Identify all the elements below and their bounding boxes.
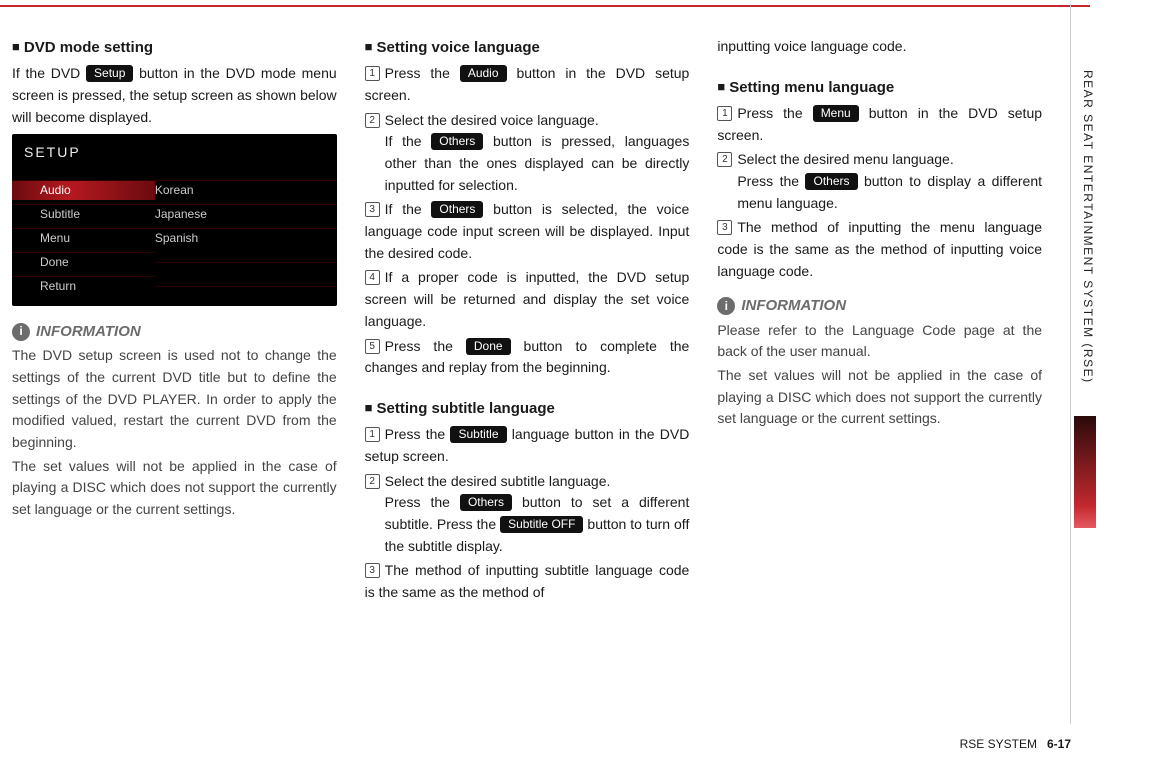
screenshot-row-left: Audio	[12, 180, 155, 200]
screenshot-row-left: Return	[12, 276, 155, 296]
setup-button-pill: Setup	[86, 65, 133, 82]
screenshot-row-right: Japanese	[155, 204, 337, 224]
menu-button-pill: Menu	[813, 105, 859, 122]
others-button-pill-4: Others	[805, 173, 857, 190]
information-p4: The set values will not be applied in th…	[717, 365, 1042, 430]
screenshot-row-right	[155, 286, 337, 287]
page-footer: RSE SYSTEM 6-17	[960, 737, 1071, 751]
others-button-pill: Others	[431, 133, 483, 150]
screenshot-row-left: Subtitle	[12, 204, 155, 224]
sub-step-2: 2Select the desired subtitle language.	[365, 471, 690, 493]
screenshot-row-left: Done	[12, 252, 155, 272]
voice-step-1: 1Press the Audio button in the DVD setup…	[365, 63, 690, 106]
voice-step-2: 2Select the desired voice language.	[365, 110, 690, 132]
menu-step-2: 2Select the desired menu language.	[717, 149, 1042, 171]
sub-step-3-cont: inputting voice language code.	[717, 36, 1042, 58]
info-icon: i	[717, 297, 735, 315]
column-1: ■DVD mode setting If the DVD Setup butto…	[12, 36, 337, 604]
screenshot-row: AudioKorean	[12, 178, 337, 202]
information-heading-1: i INFORMATION	[12, 320, 337, 343]
screenshot-row: SubtitleJapanese	[12, 202, 337, 226]
heading-menu-lang: ■Setting menu language	[717, 76, 1042, 99]
manual-page: REAR SEAT ENTERTAINMENT SYSTEM (RSE) ■DV…	[0, 0, 1151, 763]
column-2: ■Setting voice language 1Press the Audio…	[365, 36, 690, 604]
menu-step-2-detail: Press the Others button to display a dif…	[717, 171, 1042, 214]
sub-step-3: 3The method of inputting subtitle langua…	[365, 560, 690, 603]
para-dvd-mode: If the DVD Setup button in the DVD mode …	[12, 63, 337, 128]
voice-step-2-detail: If the Others button is pressed, languag…	[365, 131, 690, 196]
column-3: inputting voice language code. ■Setting …	[717, 36, 1042, 604]
side-tab-marker	[1074, 416, 1096, 528]
subtitle-off-pill: Subtitle OFF	[500, 516, 583, 533]
voice-step-3: 3If the Others button is selected, the v…	[365, 199, 690, 264]
screenshot-row: Return	[12, 274, 337, 298]
vertical-rule	[1070, 4, 1071, 724]
setup-screenshot: SETUP AudioKoreanSubtitleJapaneseMenuSpa…	[12, 134, 337, 306]
footer-page: 6-17	[1047, 737, 1071, 751]
screenshot-row-right	[155, 262, 337, 263]
sub-step-1: 1Press the Subtitle language button in t…	[365, 424, 690, 467]
heading-text: DVD mode setting	[24, 39, 153, 56]
information-p1: The DVD setup screen is used not to chan…	[12, 345, 337, 453]
columns: ■DVD mode setting If the DVD Setup butto…	[12, 36, 1042, 604]
others-button-pill-2: Others	[431, 201, 483, 218]
screenshot-row: Done	[12, 250, 337, 274]
top-accent-bar	[0, 5, 1090, 7]
footer-section: RSE SYSTEM	[960, 737, 1037, 751]
sub-step-2-detail: Press the Others button to set a differe…	[365, 492, 690, 557]
done-button-pill: Done	[466, 338, 511, 355]
information-p2: The set values will not be applied in th…	[12, 456, 337, 521]
info-icon: i	[12, 323, 30, 341]
subtitle-button-pill: Subtitle	[450, 426, 506, 443]
heading-voice: ■Setting voice language	[365, 36, 690, 59]
heading-subtitle: ■Setting subtitle language	[365, 397, 690, 420]
menu-step-3: 3The method of inputting the menu langua…	[717, 217, 1042, 282]
voice-step-4: 4If a proper code is inputted, the DVD s…	[365, 267, 690, 332]
screenshot-row-left: Menu	[12, 228, 155, 248]
screenshot-row-right: Korean	[155, 180, 337, 200]
menu-step-1: 1Press the Menu button in the DVD setup …	[717, 103, 1042, 146]
voice-step-5: 5Press the Done button to complete the c…	[365, 336, 690, 379]
others-button-pill-3: Others	[460, 494, 512, 511]
side-section-label: REAR SEAT ENTERTAINMENT SYSTEM (RSE)	[1081, 70, 1095, 384]
audio-button-pill: Audio	[460, 65, 507, 82]
information-heading-2: i INFORMATION	[717, 294, 1042, 317]
screenshot-row-right: Spanish	[155, 228, 337, 248]
heading-dvd-mode: ■DVD mode setting	[12, 36, 337, 59]
screenshot-row: MenuSpanish	[12, 226, 337, 250]
screenshot-title: SETUP	[12, 134, 337, 178]
information-p3: Please refer to the Language Code page a…	[717, 320, 1042, 363]
